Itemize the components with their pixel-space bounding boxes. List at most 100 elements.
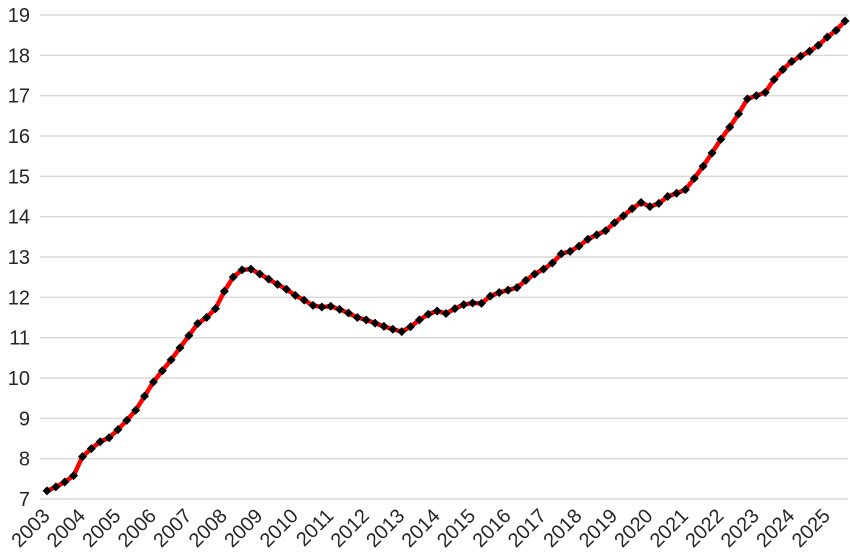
data-point-marker (423, 309, 433, 319)
data-point-marker (414, 315, 424, 325)
data-point-marker (317, 302, 327, 312)
data-point-marker (698, 161, 708, 171)
data-point-marker (503, 285, 513, 295)
data-point-marker (122, 415, 132, 425)
data-point-marker (680, 185, 690, 195)
data-point-marker (326, 301, 336, 311)
data-point-marker (273, 279, 283, 289)
data-point-marker (379, 321, 389, 331)
data-point-marker (716, 134, 726, 144)
y-axis-label: 10 (8, 368, 30, 390)
x-axis-label: 2023 (717, 505, 764, 552)
x-axis-label: 2011 (292, 505, 338, 551)
data-point-marker (157, 366, 167, 376)
data-point-marker (140, 391, 150, 401)
data-point-marker (51, 482, 61, 492)
x-axis-label: 2022 (681, 505, 728, 552)
data-point-marker (432, 306, 442, 316)
x-axis-label: 2008 (185, 505, 232, 552)
data-point-marker (592, 230, 602, 240)
data-point-marker (361, 315, 371, 325)
x-axis-label: 2021 (646, 505, 693, 552)
data-point-marker (636, 198, 646, 208)
data-point-marker (343, 308, 353, 318)
y-axis-label: 14 (8, 207, 30, 229)
data-point-marker (246, 264, 256, 274)
data-point-marker (193, 319, 203, 329)
data-point-marker (822, 32, 832, 42)
data-point-marker (609, 218, 619, 228)
data-point-marker (228, 272, 238, 282)
data-point-marker (299, 295, 309, 305)
x-axis-label: 2013 (362, 505, 409, 552)
y-axis-label: 18 (8, 45, 30, 67)
data-point-marker (512, 283, 522, 293)
x-axis-label: 2015 (433, 505, 480, 552)
data-point-marker (627, 204, 637, 214)
data-point-marker (556, 249, 566, 259)
data-point-marker (734, 109, 744, 119)
data-point-marker (42, 486, 52, 496)
data-point-marker (255, 269, 265, 279)
data-point-marker (237, 265, 247, 275)
y-axis-label: 12 (8, 287, 30, 309)
x-axis-label: 2003 (8, 505, 55, 552)
data-point-marker (397, 327, 407, 337)
data-point-marker (618, 211, 628, 221)
data-point-marker (308, 300, 318, 310)
x-axis-label: 2012 (327, 505, 374, 552)
x-axis-label: 2016 (469, 505, 516, 552)
data-point-marker (113, 425, 123, 435)
y-axis-label: 9 (19, 408, 30, 430)
data-point-marker (751, 91, 761, 101)
data-point-marker (707, 148, 717, 158)
data-point-marker (104, 433, 114, 443)
x-axis-label: 2005 (78, 505, 125, 552)
data-point-marker (69, 471, 79, 481)
x-axis-label: 2025 (788, 505, 835, 552)
data-point-marker (539, 264, 549, 274)
data-point-marker (210, 304, 220, 314)
data-point-marker (290, 290, 300, 300)
data-point-marker (813, 40, 823, 50)
data-point-marker (406, 322, 416, 332)
x-axis-label: 2004 (43, 505, 90, 552)
x-axis-label: 2017 (504, 505, 551, 552)
data-point-marker (184, 331, 194, 341)
data-point-marker (335, 304, 345, 314)
data-point-marker (796, 51, 806, 61)
data-point-marker (459, 300, 469, 310)
x-axis-label: 2014 (398, 505, 445, 552)
data-point-marker (95, 437, 105, 447)
data-point-marker (175, 343, 185, 353)
x-axis-label: 2024 (752, 505, 799, 552)
data-point-marker (654, 198, 664, 208)
data-point-marker (494, 287, 504, 297)
data-point-marker (264, 274, 274, 284)
data-point-marker (202, 313, 212, 322)
trend-line (44, 18, 848, 494)
y-axis-label: 16 (8, 126, 30, 148)
data-point-marker (148, 377, 158, 387)
x-axis-label: 2018 (540, 505, 587, 552)
data-point-marker (760, 87, 770, 97)
data-point-marker (450, 304, 460, 314)
data-point-marker (60, 477, 70, 487)
data-point-marker (583, 234, 593, 244)
data-point-marker (219, 286, 229, 296)
x-axis-label: 2010 (256, 505, 303, 552)
data-point-marker (485, 291, 495, 301)
y-axis-label: 13 (8, 247, 30, 269)
y-axis-label: 17 (8, 86, 30, 108)
data-point-marker (547, 258, 557, 268)
x-axis-label: 2006 (114, 505, 161, 552)
data-point-marker (441, 308, 451, 318)
data-point-marker (725, 122, 735, 132)
data-point-marker (388, 324, 398, 334)
data-point-marker (521, 275, 531, 285)
x-axis-label: 2009 (220, 505, 267, 552)
y-axis-label: 7 (19, 489, 30, 511)
data-point-marker (831, 25, 841, 35)
data-point-marker (601, 226, 611, 236)
